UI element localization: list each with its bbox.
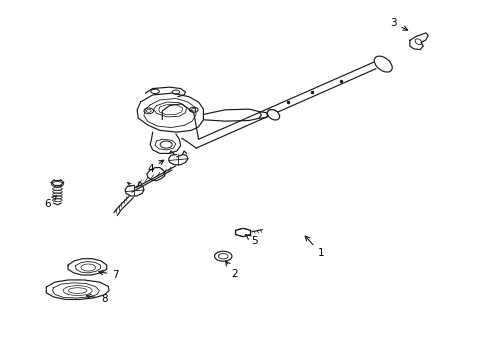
Text: 8: 8: [86, 294, 107, 304]
Text: 3: 3: [389, 18, 407, 30]
Text: 5: 5: [245, 235, 257, 246]
Ellipse shape: [267, 109, 279, 120]
Ellipse shape: [373, 56, 391, 72]
Text: 2: 2: [225, 261, 238, 279]
Text: 4: 4: [147, 160, 163, 174]
Text: 6: 6: [44, 196, 57, 209]
Text: 7: 7: [99, 270, 119, 280]
Text: 1: 1: [305, 236, 324, 258]
